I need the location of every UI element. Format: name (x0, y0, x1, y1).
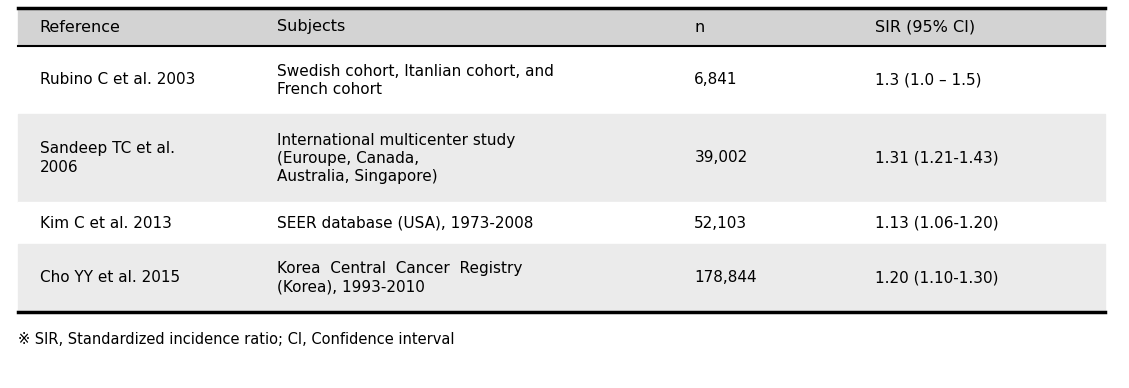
Text: n: n (694, 19, 704, 35)
Text: French cohort: French cohort (277, 81, 382, 97)
Text: Subjects: Subjects (277, 19, 344, 35)
Text: 1.31 (1.21-1.43): 1.31 (1.21-1.43) (875, 151, 998, 166)
Text: 2006: 2006 (40, 159, 78, 175)
Text: International multicenter study: International multicenter study (277, 132, 515, 147)
Text: Korea  Central  Cancer  Registry: Korea Central Cancer Registry (277, 262, 522, 277)
Text: SEER database (USA), 1973-2008: SEER database (USA), 1973-2008 (277, 215, 533, 230)
Text: 6,841: 6,841 (694, 73, 738, 88)
Text: Kim C et al. 2013: Kim C et al. 2013 (40, 215, 172, 230)
Text: Cho YY et al. 2015: Cho YY et al. 2015 (40, 270, 180, 286)
Text: Australia, Singapore): Australia, Singapore) (277, 168, 437, 184)
Text: 178,844: 178,844 (694, 270, 756, 286)
Text: Sandeep TC et al.: Sandeep TC et al. (40, 142, 175, 156)
Text: 52,103: 52,103 (694, 215, 747, 230)
Text: 1.13 (1.06-1.20): 1.13 (1.06-1.20) (875, 215, 998, 230)
Text: (Euroupe, Canada,: (Euroupe, Canada, (277, 151, 419, 166)
Text: Reference: Reference (40, 19, 121, 35)
Text: ※ SIR, Standardized incidence ratio; CI, Confidence interval: ※ SIR, Standardized incidence ratio; CI,… (18, 333, 455, 348)
Text: 39,002: 39,002 (694, 151, 747, 166)
Text: Swedish cohort, Itanlian cohort, and: Swedish cohort, Itanlian cohort, and (277, 64, 553, 78)
Text: SIR (95% CI): SIR (95% CI) (875, 19, 975, 35)
Text: (Korea), 1993-2010: (Korea), 1993-2010 (277, 279, 425, 294)
Text: 1.20 (1.10-1.30): 1.20 (1.10-1.30) (875, 270, 998, 286)
Text: Rubino C et al. 2003: Rubino C et al. 2003 (40, 73, 195, 88)
Text: 1.3 (1.0 – 1.5): 1.3 (1.0 – 1.5) (875, 73, 981, 88)
